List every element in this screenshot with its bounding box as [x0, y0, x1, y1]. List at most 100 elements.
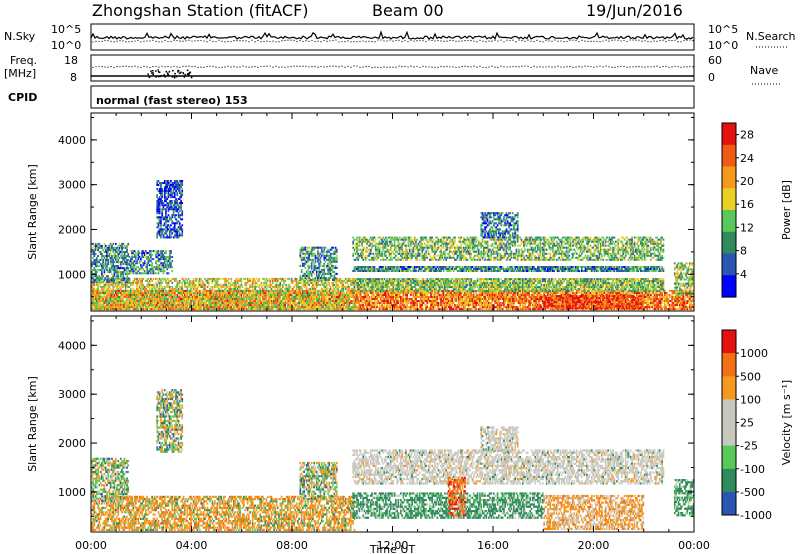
nave-point [317, 66, 319, 68]
freq-point [167, 74, 169, 77]
range-gate-cell [103, 300, 106, 302]
range-gate-cell [92, 308, 94, 311]
range-gate-cell [150, 298, 152, 300]
range-gate-cell [150, 277, 152, 280]
range-gate-cell [466, 296, 469, 298]
range-gate-cell [173, 308, 176, 311]
range-gate-cell [91, 302, 93, 304]
range-gate-cell [108, 296, 111, 298]
range-gate-cell [128, 296, 131, 298]
nave-point [611, 66, 613, 68]
range-gate-cell [103, 304, 106, 307]
range-gate-cell [604, 298, 607, 300]
range-gate-cell [689, 298, 691, 300]
range-gate-cell [364, 296, 367, 298]
range-gate-cell [274, 306, 277, 309]
nsky-label: N.Sky [4, 30, 36, 43]
nave-point [356, 65, 358, 67]
range-gate-cell [292, 296, 294, 298]
range-gate-cell [401, 298, 403, 300]
nave-point [482, 66, 484, 69]
nave-point [518, 66, 520, 68]
range-gate-cell [457, 298, 460, 300]
range-gate-cell [158, 304, 161, 307]
range-gate-cell [195, 298, 197, 300]
range-gate-cell [680, 304, 682, 307]
range-gate-cell [300, 302, 303, 304]
range-gate-cell [523, 292, 525, 294]
range-gate-cell [140, 281, 142, 284]
range-gate-cell [116, 300, 118, 302]
range-gate-cell [663, 302, 666, 304]
range-gate-cell [180, 306, 182, 309]
nave-point [446, 65, 448, 68]
range-gate-cell [93, 306, 96, 309]
nsearch-point [455, 40, 457, 42]
range-gate-cell [462, 300, 465, 302]
range-gate-cell [633, 308, 636, 311]
range-gate-cell [317, 294, 319, 296]
range-gate-cell [190, 302, 192, 304]
range-gate-cell [146, 308, 148, 311]
range-gate-cell [116, 279, 118, 282]
range-gate-cell [330, 306, 333, 309]
nsearch-point [593, 40, 595, 42]
range-gate-cell [656, 294, 658, 296]
range-gate-cell [92, 302, 94, 304]
range-gate-cell [358, 306, 361, 309]
range-gate-cell [246, 289, 249, 292]
range-gate-cell [661, 308, 663, 311]
range-gate-cell [119, 296, 122, 298]
range-gate-cell [418, 300, 421, 302]
range-gate-cell [153, 300, 156, 302]
range-gate-cell [524, 296, 527, 298]
range-gate-cell [391, 300, 393, 302]
range-gate-cell [313, 308, 316, 311]
range-gate-cell [161, 302, 163, 304]
range-gate-cell [587, 292, 589, 294]
range-gate-cell [339, 294, 342, 296]
range-gate-cell [601, 300, 603, 302]
range-gate-cell [670, 304, 672, 307]
range-gate-cell [415, 302, 417, 304]
nave-point [596, 66, 598, 68]
range-gate-cell [656, 306, 658, 309]
range-gate-cell [287, 302, 289, 304]
range-gate-cell [382, 300, 385, 302]
range-gate-cell [523, 296, 525, 298]
range-gate-cell [684, 302, 686, 304]
range-gate-cell [407, 298, 410, 300]
nsearch-point [548, 40, 550, 42]
range-gate-cell [460, 292, 462, 294]
range-gate-cell [640, 306, 642, 309]
range-gate-cell [357, 306, 359, 309]
range-gate-cell [439, 294, 441, 296]
nsearch-point [488, 40, 490, 42]
range-gate-cell [397, 302, 400, 304]
range-gate-cell [116, 289, 118, 292]
range-gate-cell [542, 300, 544, 302]
range-gate-cell [269, 302, 272, 304]
range-gate-cell [524, 300, 527, 302]
range-gate-cell [153, 304, 156, 307]
range-gate-cell [357, 302, 359, 304]
range-gate-cell [425, 306, 427, 309]
range-gate-cell [442, 308, 445, 311]
range-gate-cell [490, 304, 493, 307]
nsearch-point [395, 39, 397, 42]
range-gate-cell [411, 292, 413, 294]
range-gate-cell [401, 300, 403, 302]
range-gate-cell [525, 300, 528, 302]
range-gate-cell [539, 292, 542, 294]
nsearch-point [191, 40, 193, 42]
range-gate-cell [658, 302, 661, 304]
range-gate-cell [455, 298, 457, 300]
range-gate-cell [494, 298, 496, 300]
range-gate-cell [588, 292, 591, 294]
range-gate-cell [376, 292, 378, 294]
nave-point [164, 66, 166, 68]
nsearch-point [299, 39, 301, 42]
range-gate-cell [317, 306, 319, 309]
range-gate-cell [151, 294, 153, 296]
range-gate-cell [686, 306, 689, 309]
